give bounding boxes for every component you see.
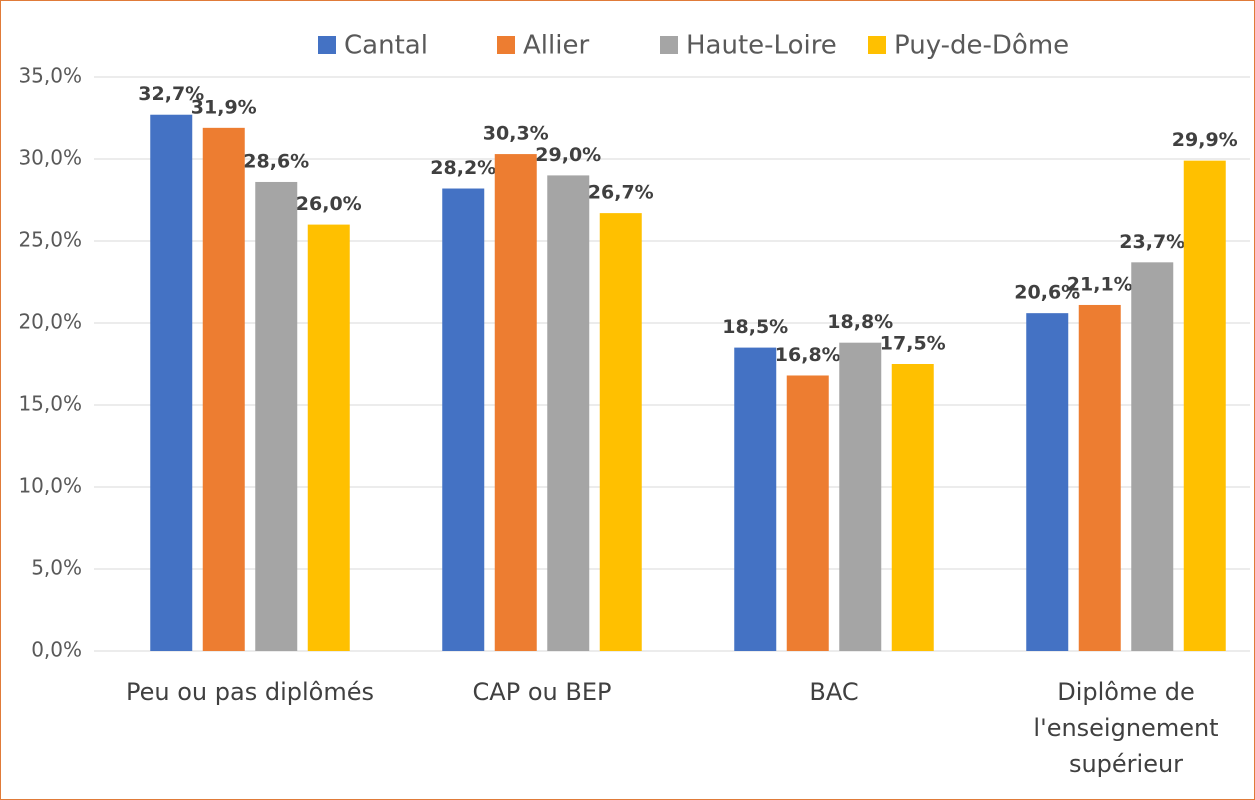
x-tick-label: Diplôme de l'enseignement supérieur	[1033, 678, 1219, 778]
legend-label: Allier	[523, 31, 589, 61]
bar	[202, 127, 245, 652]
legend-label: Haute-Loire	[686, 31, 837, 61]
y-tick-label: 5,0%	[31, 556, 82, 580]
bar	[442, 188, 485, 651]
legend-label: Cantal	[344, 31, 428, 61]
legend-label: Puy-de-Dôme	[894, 31, 1069, 61]
y-tick-label: 10,0%	[18, 474, 82, 498]
data-label: 29,0%	[535, 144, 601, 166]
bar	[786, 375, 829, 651]
y-tick-label: 30,0%	[18, 146, 82, 170]
bar	[1026, 313, 1069, 651]
bar	[255, 181, 298, 651]
data-label: 21,1%	[1067, 273, 1133, 295]
legend-swatch	[660, 36, 678, 54]
y-tick-label: 20,0%	[18, 310, 82, 334]
data-label: 28,2%	[430, 157, 496, 179]
data-label: 31,9%	[191, 96, 257, 118]
data-label: 32,7%	[138, 83, 204, 105]
data-label: 17,5%	[880, 333, 946, 355]
bar	[839, 342, 882, 651]
data-label: 29,9%	[1172, 129, 1238, 151]
bar	[1078, 304, 1121, 651]
data-label: 23,7%	[1119, 231, 1185, 253]
legend-swatch	[318, 36, 336, 54]
data-label: 26,7%	[588, 182, 654, 204]
bar	[891, 364, 934, 651]
bar	[1131, 262, 1174, 651]
legend-swatch	[868, 36, 886, 54]
bar	[547, 175, 590, 651]
bar	[494, 154, 537, 651]
data-label: 30,3%	[483, 123, 549, 145]
x-tick-label: BAC	[809, 678, 859, 706]
data-label: 18,5%	[722, 316, 788, 338]
y-tick-label: 25,0%	[18, 228, 82, 252]
y-tick-label: 35,0%	[18, 64, 82, 88]
legend-swatch	[497, 36, 515, 54]
data-label: 20,6%	[1014, 282, 1080, 304]
bar	[307, 224, 350, 651]
bar	[1183, 160, 1226, 651]
data-label: 28,6%	[243, 150, 309, 172]
y-tick-label: 0,0%	[31, 638, 82, 662]
y-tick-label: 15,0%	[18, 392, 82, 416]
data-label: 16,8%	[775, 344, 841, 366]
bar	[150, 114, 193, 652]
bar	[599, 213, 642, 651]
x-tick-label: Peu ou pas diplômés	[126, 678, 374, 706]
x-tick-label: CAP ou BEP	[472, 678, 612, 706]
data-label: 26,0%	[296, 193, 362, 215]
data-label: 18,8%	[827, 311, 893, 333]
bar	[734, 347, 777, 651]
